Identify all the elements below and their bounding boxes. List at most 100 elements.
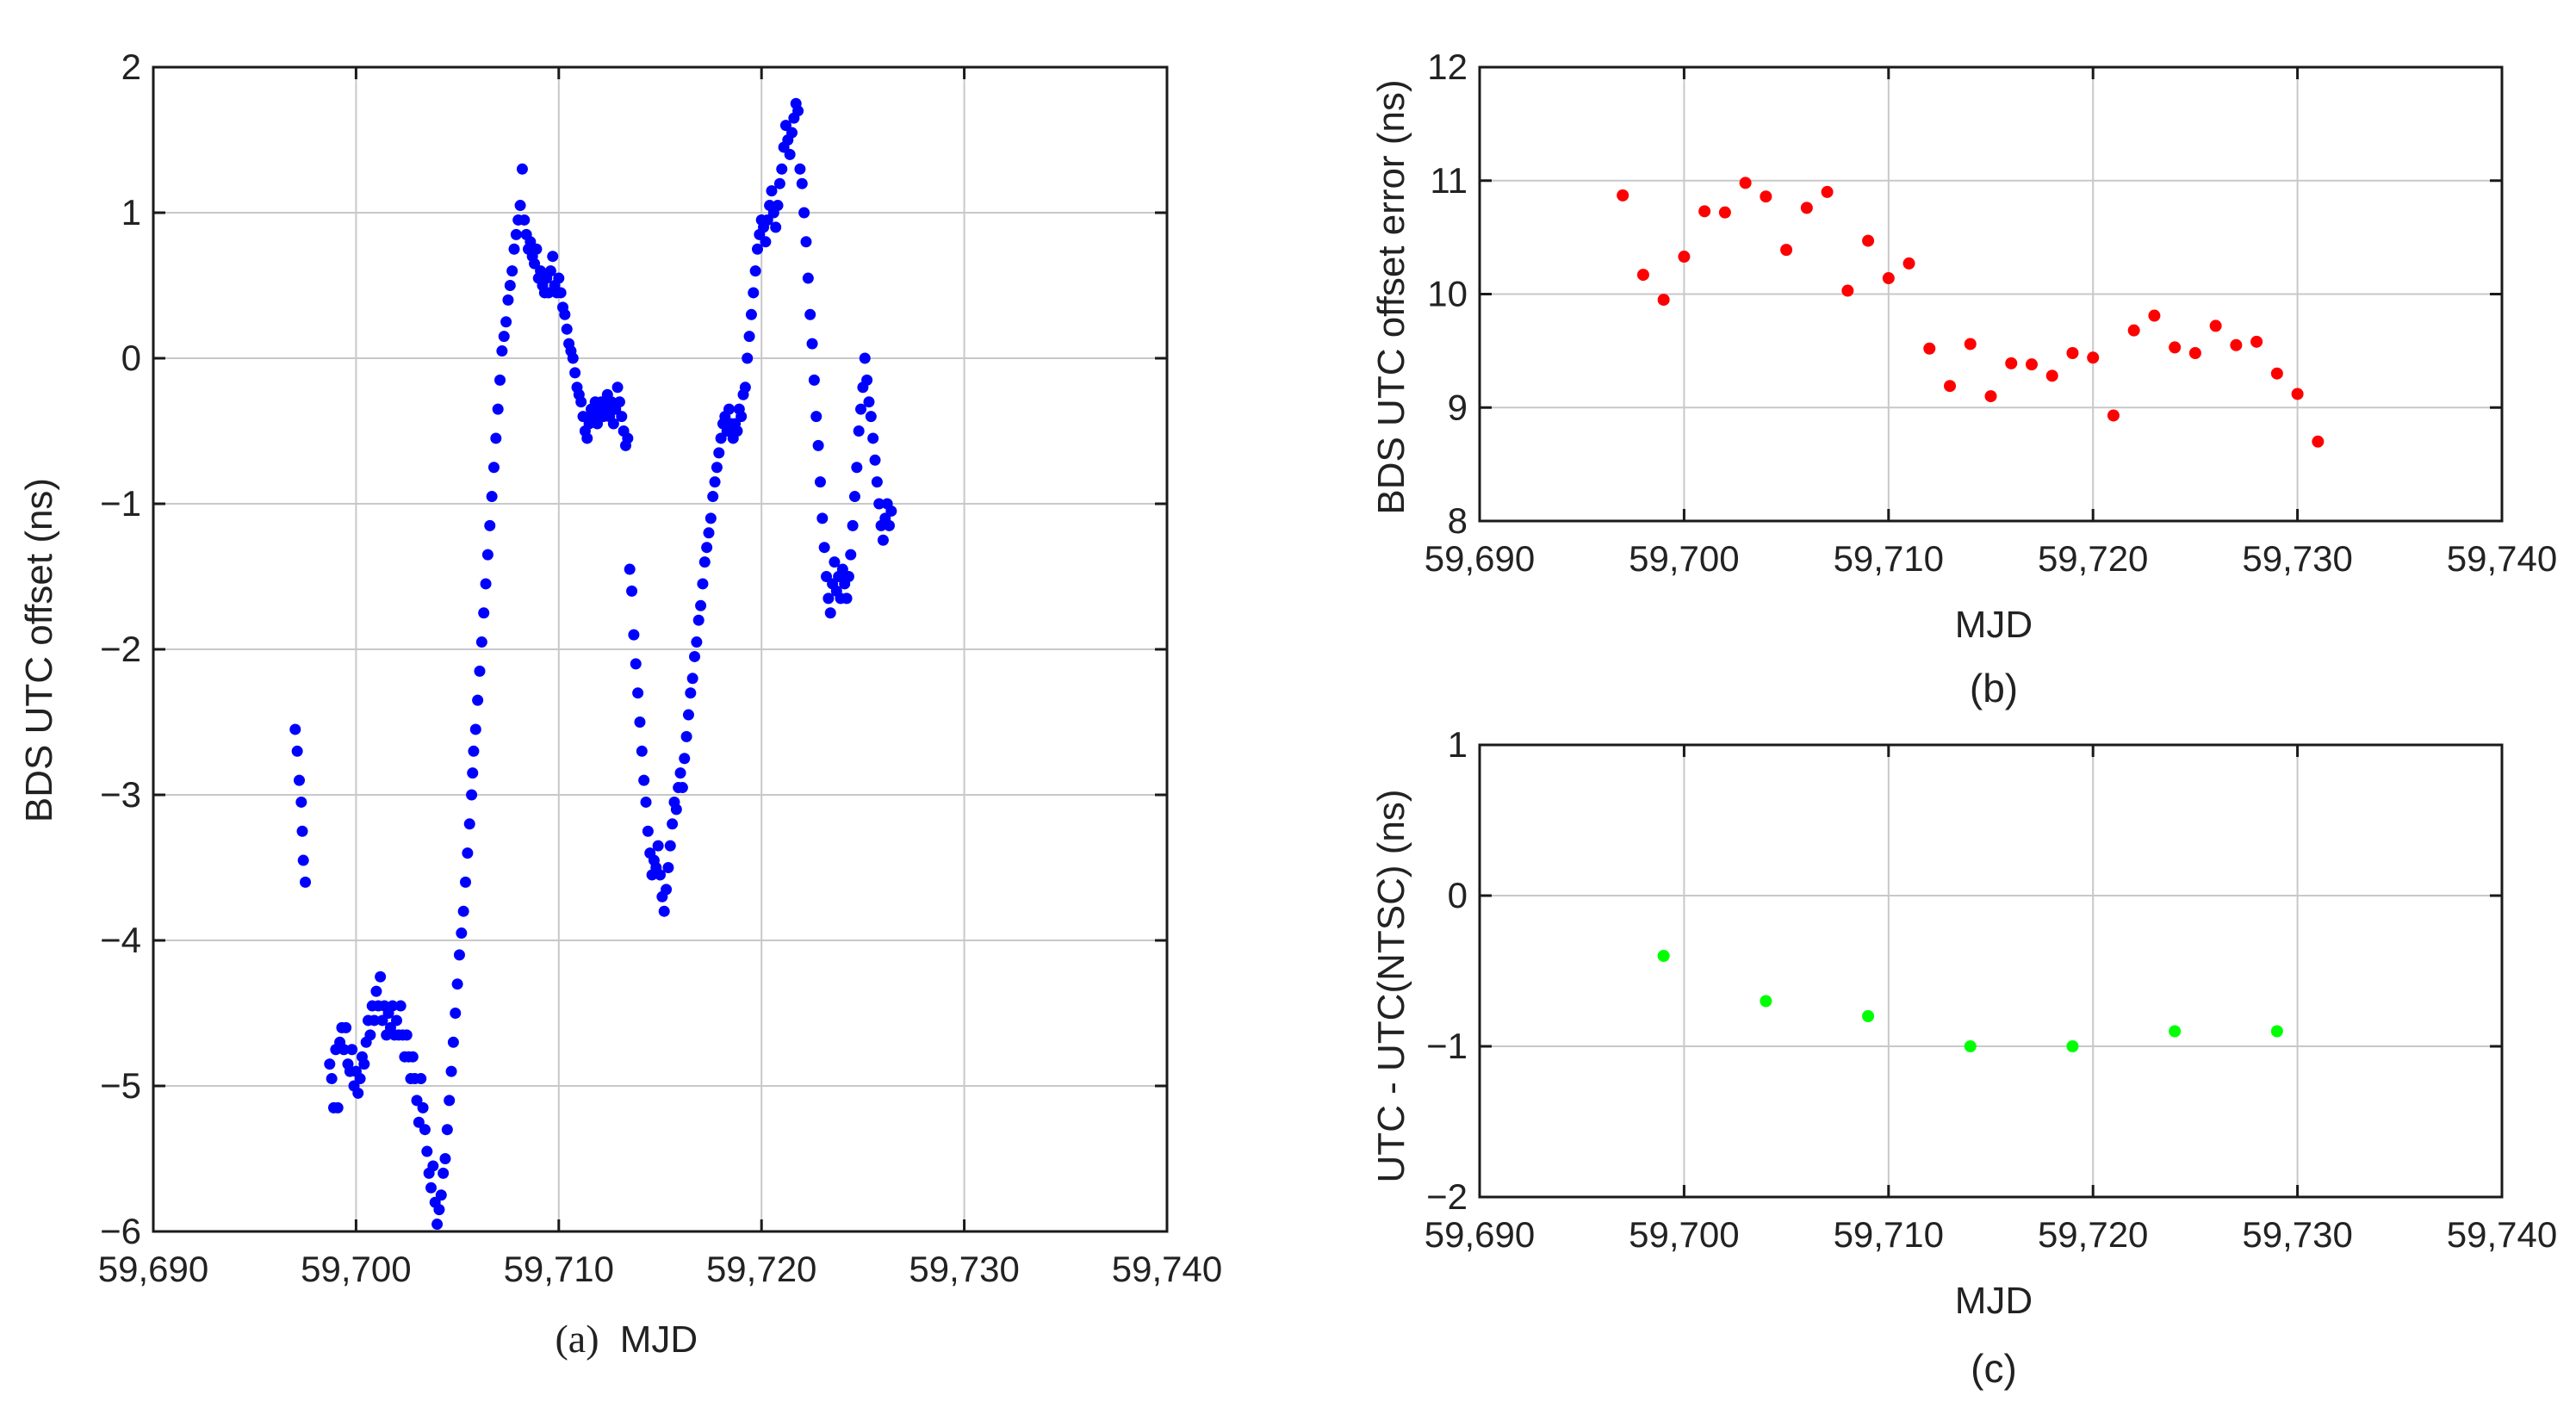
panel-a-data-point xyxy=(547,251,559,263)
panel-a-data-point xyxy=(502,294,514,306)
panel-a-data-point xyxy=(853,425,865,437)
panel-a-data-point xyxy=(494,374,506,386)
panel-a-data-point xyxy=(472,694,484,706)
panel-b-data-point xyxy=(1903,257,1915,270)
panel-a-data-point xyxy=(559,308,571,320)
panel-a-data-point xyxy=(829,556,841,568)
panel-a-data-point xyxy=(553,272,565,284)
panel-a-data-point xyxy=(885,505,897,517)
panel-a-data-point xyxy=(457,905,469,917)
panel-b-y-tick-label: 11 xyxy=(1430,160,1468,201)
panel-c-y-tick-label: 1 xyxy=(1448,724,1468,765)
panel-c-utc-ntsc-chart: 59,690 59,700 59,710 59,720 59,730 59,740 −2 −1… xyxy=(1370,724,2557,1391)
panel-a-data-point xyxy=(486,491,498,503)
panel-c-y-tick-label: −2 xyxy=(1426,1176,1468,1217)
panel-a-data-point xyxy=(884,519,896,531)
panel-b-data-point xyxy=(2087,351,2100,364)
panel-a-data-point xyxy=(705,512,717,524)
panel-a-data-point xyxy=(703,527,715,539)
panel-a-data-point xyxy=(467,767,479,779)
panel-c-x-tick-label: 59,720 xyxy=(2038,1214,2148,1255)
panel-a-data-point xyxy=(796,177,808,189)
panel-b-data-point xyxy=(2148,309,2161,322)
panel-a-x-tick-label: 59,690 xyxy=(98,1249,208,1289)
panel-a-data-point xyxy=(626,585,638,597)
panel-a-data-point xyxy=(444,1095,456,1107)
panel-a-data-point xyxy=(431,1219,444,1231)
panel-a-data-point xyxy=(394,1000,407,1012)
panel-a-data-point xyxy=(506,265,518,277)
panel-a-data-point xyxy=(296,825,308,837)
panel-a-data-point xyxy=(419,1124,431,1136)
panel-a-data-point xyxy=(869,454,881,466)
panel-b-data-point xyxy=(2045,369,2058,382)
panel-a-data-point xyxy=(676,782,688,794)
panel-a-data-point xyxy=(445,1065,457,1077)
panel-a-data-point xyxy=(640,796,652,808)
panel-a-data-point xyxy=(674,767,686,779)
panel-a-data-point xyxy=(634,716,646,728)
panel-a-data-point xyxy=(682,709,694,721)
panel-a-data-point xyxy=(701,542,713,554)
panel-a-data-point xyxy=(749,265,761,277)
panel-a-data-point xyxy=(326,1073,338,1085)
panel-a-data-point xyxy=(814,476,826,488)
panel-c-data-point xyxy=(2066,1040,2079,1052)
panel-b-data-point xyxy=(1718,206,1731,219)
panel-c-ticks: 59,690 59,700 59,710 59,720 59,730 59,740 −2 −1… xyxy=(1425,724,2557,1255)
panel-a-data-point xyxy=(861,374,873,386)
panel-a-data-point xyxy=(481,549,493,561)
panel-a-data-point xyxy=(658,905,670,917)
panel-a-data-point xyxy=(358,1058,370,1070)
panel-b-data-point xyxy=(2025,358,2038,371)
panel-a-data-point xyxy=(468,745,480,757)
panel-c-x-tick-label: 59,700 xyxy=(1629,1214,1739,1255)
panel-b-data-point xyxy=(1617,189,1629,202)
panel-a-data-point xyxy=(745,308,757,320)
panel-a-data-point xyxy=(451,978,463,990)
panel-a-data-point xyxy=(441,1124,453,1136)
panel-a-y-tick-label: 0 xyxy=(121,338,141,378)
panel-a-data-point xyxy=(664,840,676,852)
panel-a-data-point xyxy=(425,1182,437,1194)
panel-c-x-tick-label: 59,730 xyxy=(2242,1214,2352,1255)
panel-a-data-point xyxy=(786,127,798,139)
panel-a-data-point xyxy=(484,519,496,531)
panel-a-data-point xyxy=(338,1044,350,1056)
panel-a-data-point xyxy=(798,207,810,219)
panel-a-data-point xyxy=(510,228,522,240)
panel-c-data-point xyxy=(2270,1025,2283,1038)
panel-a-data-point xyxy=(352,1087,364,1099)
panel-b-data-point xyxy=(1780,244,1793,257)
panel-c-y-tick-label: −1 xyxy=(1426,1026,1468,1066)
panel-a-data-point xyxy=(695,599,707,611)
panel-b-x-tick-label: 59,730 xyxy=(2242,538,2352,579)
panel-a-data-point xyxy=(748,287,760,299)
panel-a-data-point xyxy=(544,265,556,277)
panel-a-data-point xyxy=(808,374,820,386)
panel-a-data-point xyxy=(433,1204,445,1216)
panel-a-points xyxy=(289,97,897,1231)
panel-b-data-point xyxy=(2127,324,2140,337)
panel-a-caption-letter: (a) xyxy=(555,1317,599,1361)
panel-b-data-point xyxy=(2312,435,2325,448)
panel-a-data-point xyxy=(421,1145,433,1157)
panel-a-data-point xyxy=(800,236,812,248)
panel-c-data-point xyxy=(2169,1025,2182,1038)
panel-a-data-point xyxy=(736,411,748,423)
panel-a-data-point xyxy=(291,745,303,757)
panel-a-data-point xyxy=(354,1073,366,1085)
panel-a-data-point xyxy=(794,163,806,175)
panel-a-data-point xyxy=(415,1073,427,1085)
panel-a-data-point xyxy=(456,927,468,940)
panel-b-data-point xyxy=(1984,390,1997,403)
panel-b-data-point xyxy=(1841,284,1854,297)
panel-a-data-point xyxy=(784,148,796,160)
panel-a-data-point xyxy=(417,1101,429,1113)
panel-a-data-point xyxy=(340,1021,352,1033)
panel-a-data-point xyxy=(709,476,721,488)
panel-a-data-point xyxy=(692,614,705,626)
panel-a-data-point xyxy=(400,1029,413,1041)
panel-a-data-point xyxy=(453,949,465,961)
